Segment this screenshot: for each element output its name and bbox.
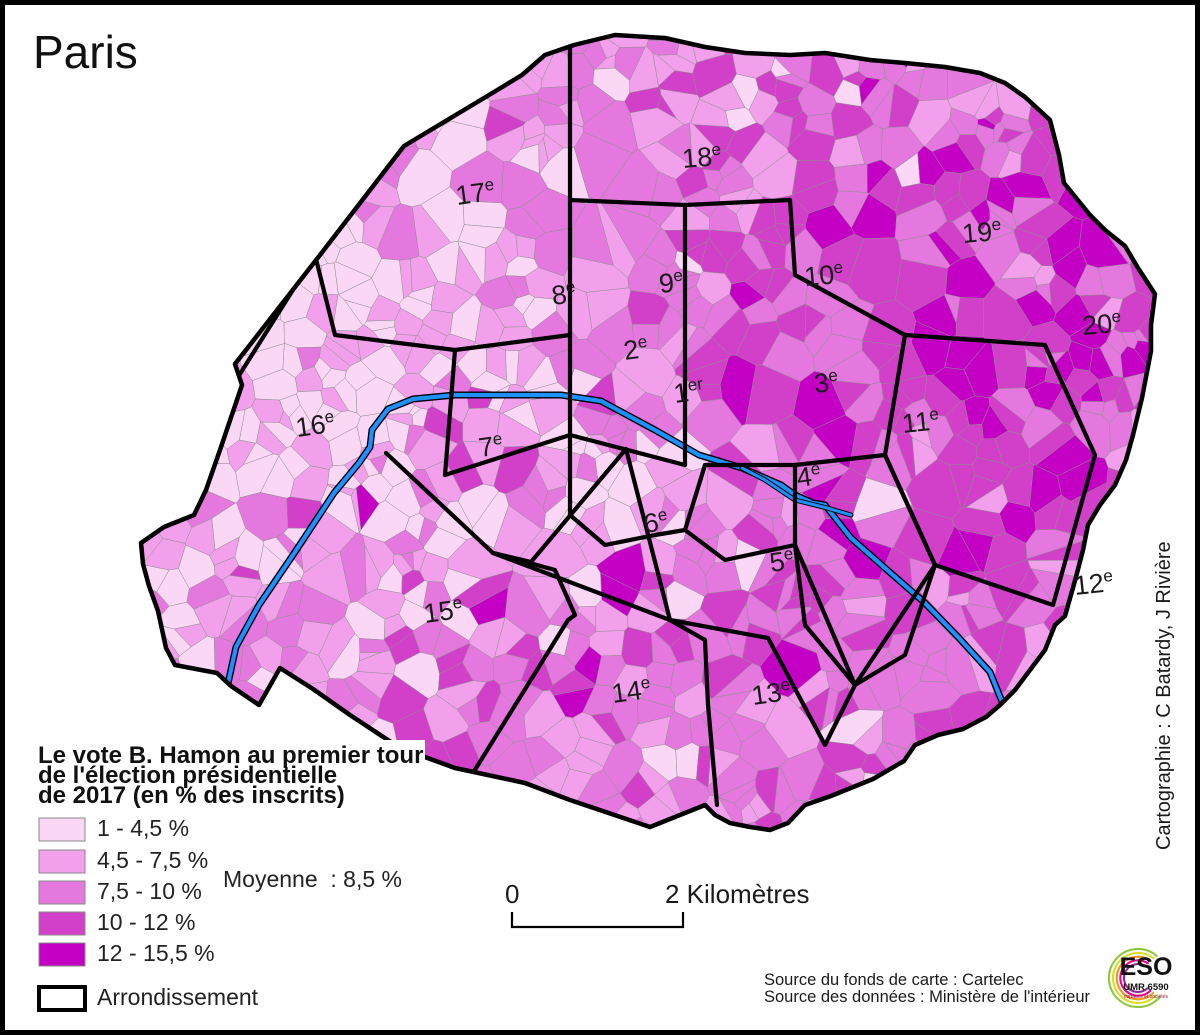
svg-text:10 - 12 %: 10 - 12 % xyxy=(97,909,195,935)
svg-text:12 - 15,5 %: 12 - 15,5 % xyxy=(97,940,215,966)
svg-text:espaces et sociétés: espaces et sociétés xyxy=(1124,994,1168,1000)
svg-text:1 - 4,5 %: 1 - 4,5 % xyxy=(97,815,189,841)
svg-text:Source du fonds de carte : Car: Source du fonds de carte : Cartelec xyxy=(764,971,1024,989)
svg-text:0: 0 xyxy=(505,879,519,909)
svg-text:Source des données : Ministère: Source des données : Ministère de l'inté… xyxy=(764,988,1091,1006)
svg-text:7,5 - 10 %: 7,5 - 10 % xyxy=(97,878,202,904)
svg-text:de 2017 (en % des inscrits): de 2017 (en % des inscrits) xyxy=(38,782,345,809)
svg-text:2 Kilomètres: 2 Kilomètres xyxy=(665,879,810,909)
svg-text:UMR 6590: UMR 6590 xyxy=(1123,982,1168,993)
svg-text:4,5 - 7,5 %: 4,5 - 7,5 % xyxy=(97,847,208,873)
svg-text:ESO: ESO xyxy=(1120,953,1173,981)
svg-text:Arrondissement: Arrondissement xyxy=(97,984,259,1010)
svg-text:Moyenne : 8,5 %: Moyenne : 8,5 % xyxy=(223,866,402,892)
svg-text:Cartographie : C Batardy, J Ri: Cartographie : C Batardy, J Rivière xyxy=(1153,541,1175,850)
